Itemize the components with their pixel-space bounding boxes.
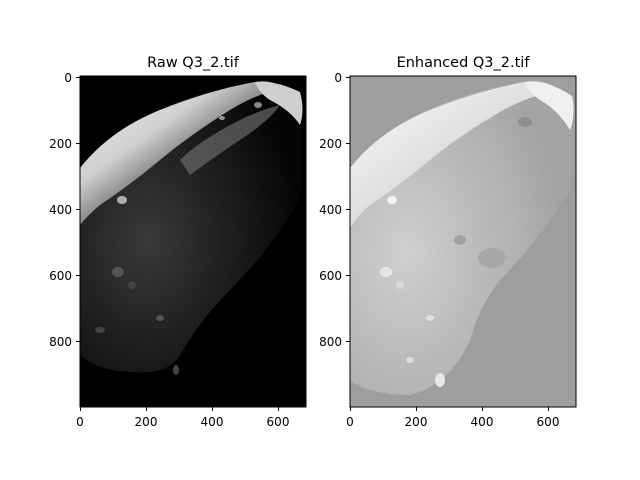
raw-panel-title: Raw Q3_2.tif <box>147 55 239 71</box>
raw-tick-marks <box>76 77 279 411</box>
enhanced-x-tick: 0 <box>346 415 354 429</box>
raw-image <box>80 76 306 407</box>
enhanced-y-tick: 400 <box>319 203 342 217</box>
enhanced-tick-marks <box>346 77 549 411</box>
raw-y-tick: 800 <box>49 335 72 349</box>
raw-x-tick: 600 <box>266 415 290 429</box>
enhanced-y-tick: 200 <box>319 137 342 151</box>
enhanced-panel-title: Enhanced Q3_2.tif <box>396 55 530 71</box>
raw-y-tick: 200 <box>49 137 72 151</box>
enhanced-image <box>350 76 576 407</box>
enhanced-x-tick: 200 <box>404 415 428 429</box>
raw-y-tick: 600 <box>49 269 72 283</box>
raw-y-tick: 400 <box>49 203 72 217</box>
enhanced-axes-frame <box>349 75 577 408</box>
raw-x-tick: 200 <box>134 415 158 429</box>
enhanced-y-tick: 600 <box>319 269 342 283</box>
raw-x-tick: 400 <box>200 415 224 429</box>
enhanced-x-tick: 600 <box>536 415 560 429</box>
raw-x-tick: 0 <box>76 415 84 429</box>
enhanced-y-tick: 800 <box>319 335 342 349</box>
raw-axes-frame <box>79 75 307 408</box>
enhanced-x-tick: 400 <box>470 415 494 429</box>
enhanced-y-tick: 0 <box>334 71 342 85</box>
raw-y-tick: 0 <box>64 71 72 85</box>
